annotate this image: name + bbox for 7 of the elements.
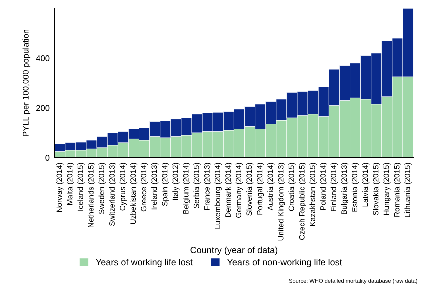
- y-tick-label: 400: [36, 56, 50, 62]
- y-tick-label: 200: [36, 105, 50, 112]
- legend-label: Years of non-working life lost: [227, 258, 342, 268]
- x-axis-title: Country (year of data): [190, 246, 278, 256]
- legend-label: Years of working life lost: [96, 258, 193, 268]
- y-axis-title: PYLL per 100,000 population: [22, 30, 31, 136]
- y-tick-label: 0: [46, 155, 50, 161]
